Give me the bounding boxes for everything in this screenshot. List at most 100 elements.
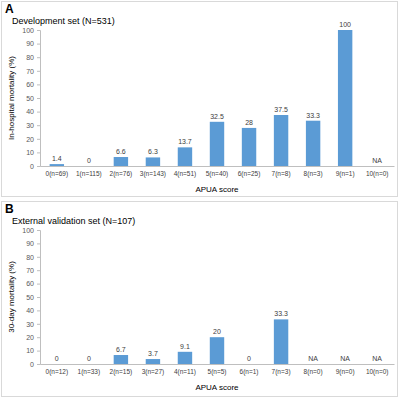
panel-letter: A <box>5 2 14 16</box>
x-tick-label: 8(n=3) <box>304 170 323 178</box>
y-tick-label: 20 <box>26 136 34 143</box>
data-label: NA <box>372 157 382 164</box>
y-tick: 60 <box>26 81 40 88</box>
bar <box>274 115 288 166</box>
panel: ADevelopment set (N=531)0102030405060708… <box>2 2 398 197</box>
y-tick-label: 50 <box>26 294 34 301</box>
y-tick-label: 40 <box>26 108 34 115</box>
bar <box>50 164 64 166</box>
y-tick-mark <box>37 284 40 285</box>
y-tick-label: 20 <box>26 334 34 341</box>
x-tick: 8(n=3) <box>304 166 323 178</box>
x-tick: 3(n=27) <box>142 364 165 376</box>
bar <box>50 364 64 365</box>
y-tick-label: 60 <box>26 280 34 287</box>
y-tick-label: 60 <box>26 81 34 88</box>
x-tick-label: 10(n=0) <box>366 368 389 376</box>
x-tick: 4(n=11) <box>174 364 196 376</box>
panel-frame <box>2 202 398 397</box>
x-tick-label: 3(n=27) <box>142 368 165 376</box>
title: Development set (N=531) <box>12 16 115 26</box>
y-tick: 40 <box>26 307 40 314</box>
data-label: 3.7 <box>148 350 158 357</box>
y-tick-label: 70 <box>26 267 34 274</box>
bars <box>50 30 353 166</box>
data-label: 32.5 <box>210 113 224 120</box>
y-tick-mark <box>37 152 40 153</box>
x-tick: 7(n=3) <box>272 364 291 376</box>
bar <box>210 337 224 364</box>
y-axis-title: In-hospital mortality (%) <box>7 56 16 140</box>
y-tick: 10 <box>26 347 40 354</box>
x-axis-title: APUA score <box>195 383 239 392</box>
y-tick: 20 <box>26 136 40 143</box>
data-label: 13.7 <box>178 138 192 145</box>
y-tick: 100 <box>22 27 40 34</box>
y-tick-mark <box>37 230 40 231</box>
x-tick: 5(n=5) <box>208 364 227 376</box>
y-tick-mark <box>37 351 40 352</box>
y-axis: 0102030405060708090100 <box>22 27 40 170</box>
y-axis: 0 10 20 30 40 50 60 70 80 90 100 <box>22 227 40 368</box>
x-tick-label: 10(n=0) <box>366 170 389 178</box>
x-tick: 1(n=33) <box>78 364 101 376</box>
y-tick-label: 80 <box>26 254 34 261</box>
data-label: 33.3 <box>274 310 288 317</box>
y-tick-label: 100 <box>22 27 34 34</box>
bar <box>82 166 96 167</box>
bar <box>306 121 320 166</box>
x-tick: 7(n=8) <box>272 166 291 178</box>
data-label: 37.5 <box>274 106 288 113</box>
y-tick: 40 <box>26 108 40 115</box>
x-tick-label: 1(n=115) <box>76 170 102 178</box>
data-labels: 006.73.79.120033.3NANANA <box>55 310 383 362</box>
data-label: 1.4 <box>52 155 62 162</box>
y-tick-mark <box>37 364 40 365</box>
x-tick: 10(n=0) <box>366 166 389 178</box>
x-tick-label: 4(n=11) <box>174 368 196 376</box>
bar <box>210 122 224 166</box>
x-tick: 10(n=0) <box>366 364 389 376</box>
bar <box>146 359 160 364</box>
data-label: 6.6 <box>116 148 126 155</box>
y-tick-label: 90 <box>26 40 34 47</box>
data-label: 6.3 <box>148 148 158 155</box>
data-label: 9.1 <box>180 343 190 350</box>
title: External validation set (N=107) <box>12 216 135 226</box>
y-tick: 100 <box>22 227 40 234</box>
bar <box>338 30 352 166</box>
x-tick: 3(n=143) <box>140 166 166 178</box>
bar <box>178 147 192 166</box>
bar <box>82 364 96 365</box>
y-tick: 70 <box>26 68 40 75</box>
y-tick-mark <box>37 166 40 167</box>
y-tick-mark <box>37 71 40 72</box>
data-label: 0 <box>247 355 251 362</box>
x-tick: 2(n=15) <box>110 364 133 376</box>
y-tick-mark <box>37 112 40 113</box>
x-tick-label: 7(n=3) <box>272 368 291 376</box>
x-tick-label: 2(n=76) <box>110 170 133 178</box>
x-tick-label: 4(n=51) <box>174 170 197 178</box>
y-tick-mark <box>37 98 40 99</box>
y-tick: 0 <box>30 361 40 368</box>
panel-frame <box>2 2 398 197</box>
data-label: NA <box>308 355 318 362</box>
y-tick: 90 <box>26 240 40 247</box>
x-tick-label: 7(n=8) <box>272 170 291 178</box>
x-axis-line <box>41 364 395 365</box>
y-tick: 30 <box>26 321 40 328</box>
data-label: NA <box>340 355 350 362</box>
x-tick: 0(n=12) <box>46 364 69 376</box>
y-tick-label: 100 <box>22 227 34 234</box>
y-axis-title: 30-day mortality (%) <box>7 261 16 333</box>
x-axis: 0(n=69)1(n=115)2(n=76)3(n=143)4(n=51)5(n… <box>41 166 395 178</box>
x-tick: 9(n=1) <box>336 166 355 178</box>
x-axis: 0(n=12) 1(n=33) 2(n=15) 3(n=27) 4(n=11) 5(n=5… <box>41 364 395 376</box>
data-label: 6.7 <box>116 346 126 353</box>
data-label: NA <box>372 355 382 362</box>
y-tick-label: 0 <box>30 361 34 368</box>
y-tick-mark <box>37 310 40 311</box>
y-tick-label: 10 <box>26 347 34 354</box>
x-tick-label: 0(n=69) <box>46 170 69 178</box>
